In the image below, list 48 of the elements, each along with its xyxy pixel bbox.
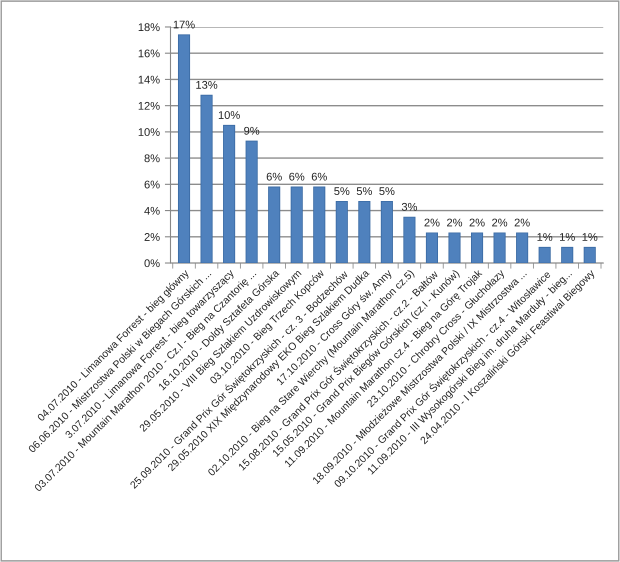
data-label: 9% [244, 126, 260, 135]
data-label: 5% [334, 187, 350, 196]
data-label: 2% [470, 218, 485, 226]
bar [470, 232, 484, 264]
bar [223, 124, 236, 264]
bar [494, 232, 506, 264]
data-label: 6% [312, 172, 327, 181]
bar [426, 232, 438, 264]
data-label: 2% [514, 218, 530, 226]
bar [336, 200, 348, 264]
bar [538, 246, 551, 264]
bar [358, 200, 370, 264]
bar [403, 216, 416, 264]
y-tick-label: 6% [144, 180, 160, 188]
y-tick-label: 18% [138, 23, 160, 32]
bar [313, 186, 326, 264]
data-label: 5% [356, 187, 372, 196]
bar [561, 246, 574, 264]
bar [290, 186, 303, 264]
y-tick-label: 8% [144, 154, 160, 162]
y-tick-label: 4% [144, 206, 160, 215]
data-label: 6% [266, 172, 282, 181]
data-label: 1% [537, 233, 552, 241]
y-tick-label: 14% [138, 76, 160, 84]
data-label: 5% [379, 187, 395, 196]
y-tick-label: 2% [144, 233, 160, 241]
bar [200, 94, 213, 264]
data-label: 13% [196, 80, 218, 89]
y-tick-label: 12% [138, 102, 160, 110]
data-label: 2% [492, 218, 508, 226]
data-label: 6% [289, 172, 304, 181]
data-label: 2% [447, 218, 462, 226]
data-label: 17% [174, 20, 195, 28]
data-label: 2% [424, 218, 440, 226]
bar [246, 140, 258, 264]
y-tick-label: 10% [138, 128, 160, 136]
data-label: 1% [582, 233, 598, 241]
bar [380, 200, 393, 264]
bar [516, 232, 528, 264]
bar [448, 232, 461, 264]
data-label: 10% [218, 111, 240, 119]
data-label: 3% [402, 202, 418, 211]
data-label: 1% [560, 233, 575, 241]
y-tick-label: 0% [144, 259, 160, 268]
bar [584, 246, 596, 264]
y-tick-label: 16% [138, 49, 160, 58]
bar [268, 186, 280, 264]
bar [178, 34, 190, 264]
